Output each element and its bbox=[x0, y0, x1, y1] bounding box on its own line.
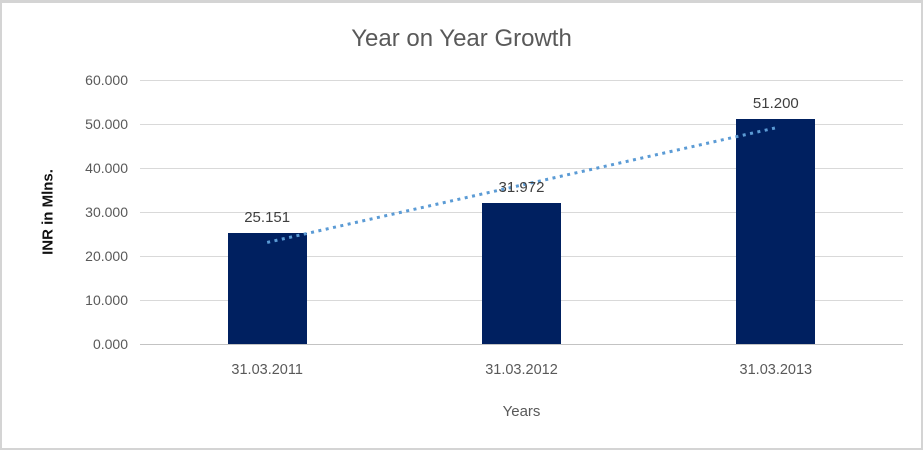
x-axis-title: Years bbox=[502, 403, 541, 420]
data-label: 25.151 bbox=[244, 209, 291, 227]
data-label: 31.972 bbox=[498, 179, 545, 197]
gridline bbox=[140, 80, 903, 81]
plot-area: 25.151 31.972 51.200 bbox=[140, 80, 903, 345]
y-tick-label: 50.000 bbox=[85, 116, 128, 132]
data-label: 51.200 bbox=[752, 94, 799, 112]
x-tick-label: 31.03.2011 bbox=[231, 362, 303, 378]
y-tick-label: 30.000 bbox=[85, 204, 128, 220]
gridline bbox=[140, 168, 903, 169]
x-tick-label: 31.03.2012 bbox=[485, 362, 558, 378]
chart-title: Year on Year Growth bbox=[351, 25, 572, 52]
y-tick-label: 40.000 bbox=[85, 160, 128, 176]
bar-31.03.2012 bbox=[482, 203, 561, 344]
y-tick-label: 10.000 bbox=[85, 292, 128, 308]
bar-31.03.2011 bbox=[227, 233, 307, 344]
x-tick-label: 31.03.2013 bbox=[739, 362, 813, 378]
y-tick-label: 20.000 bbox=[85, 248, 128, 264]
gridline bbox=[140, 124, 903, 125]
x-axis-line bbox=[140, 344, 903, 345]
y-tick-label: 0.000 bbox=[92, 336, 128, 352]
bar-31.03.2013 bbox=[736, 118, 816, 344]
y-tick-label: 60.000 bbox=[85, 72, 128, 88]
